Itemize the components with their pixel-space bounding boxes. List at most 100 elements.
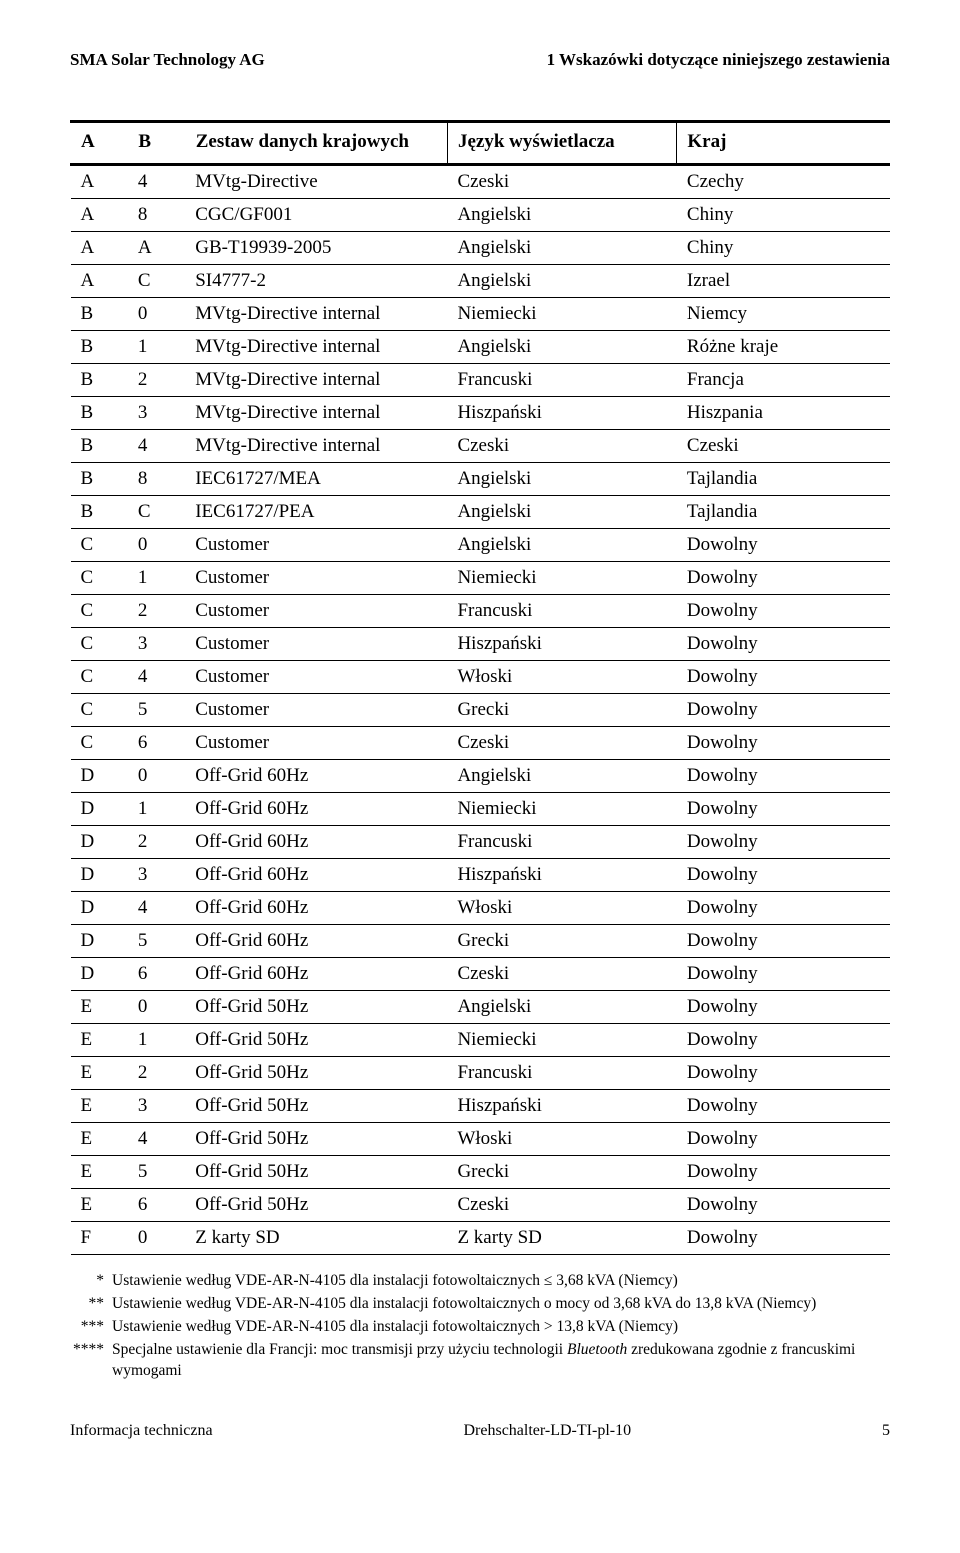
table-cell: Customer [185,727,447,760]
table-cell: Francuski [447,595,676,628]
table-cell: Off-Grid 60Hz [185,760,447,793]
col-a: A [71,122,128,165]
table-cell: Dowolny [677,1024,890,1057]
table-cell: Angielski [447,232,676,265]
table-cell: Hiszpański [447,628,676,661]
table-cell: A [128,232,185,265]
table-cell: Angielski [447,529,676,562]
footer-center: Drehschalter-LD-TI-pl-10 [463,1422,631,1440]
table-cell: Tajlandia [677,496,890,529]
table-cell: Francuski [447,826,676,859]
table-cell: Angielski [447,496,676,529]
table-row: D0Off-Grid 60HzAngielskiDowolny [71,760,891,793]
table-cell: Dowolny [677,595,890,628]
table-cell: 1 [128,1024,185,1057]
table-cell: 0 [128,529,185,562]
table-cell: D [71,793,128,826]
table-cell: Dowolny [677,1090,890,1123]
table-cell: A [71,265,128,298]
table-row: D2Off-Grid 60HzFrancuskiDowolny [71,826,891,859]
table-cell: Niemcy [677,298,890,331]
table-cell: Off-Grid 60Hz [185,793,447,826]
table-cell: Dowolny [677,958,890,991]
table-row: ACSI4777-2AngielskiIzrael [71,265,891,298]
table-cell: Francuski [447,364,676,397]
page-header: SMA Solar Technology AG 1 Wskazówki doty… [70,50,890,70]
footnote: *Ustawienie według VDE-AR-N-4105 dla ins… [70,1271,890,1292]
data-table: A B Zestaw danych krajowych Język wyświe… [70,120,890,1255]
table-cell: 3 [128,628,185,661]
table-row: C4CustomerWłoskiDowolny [71,661,891,694]
table-cell: Dowolny [677,694,890,727]
table-cell: Customer [185,694,447,727]
table-cell: D [71,892,128,925]
table-cell: IEC61727/PEA [185,496,447,529]
table-cell: Dowolny [677,826,890,859]
table-body: A4MVtg-DirectiveCzeskiCzechyA8CGC/GF001A… [71,165,891,1255]
table-cell: B [71,364,128,397]
table-cell: Dowolny [677,1057,890,1090]
table-cell: C [71,562,128,595]
table-row: B3MVtg-Directive internalHiszpańskiHiszp… [71,397,891,430]
table-cell: C [71,661,128,694]
table-cell: Off-Grid 50Hz [185,1024,447,1057]
table-cell: Niemiecki [447,793,676,826]
table-cell: Z karty SD [447,1222,676,1255]
table-cell: A [71,165,128,199]
col-e: Kraj [677,122,890,165]
footer-right: 5 [882,1422,890,1440]
table-row: D5Off-Grid 60HzGreckiDowolny [71,925,891,958]
table-cell: Czeski [447,430,676,463]
table-cell: Czeski [447,958,676,991]
footnote-text: Ustawienie według VDE-AR-N-4105 dla inst… [112,1271,890,1292]
table-row: BCIEC61727/PEAAngielskiTajlandia [71,496,891,529]
table-cell: Customer [185,661,447,694]
table-cell: Czeski [447,165,676,199]
table-cell: E [71,1024,128,1057]
table-cell: Dowolny [677,793,890,826]
table-cell: C [128,265,185,298]
table-row: B0MVtg-Directive internalNiemieckiNiemcy [71,298,891,331]
table-cell: 4 [128,165,185,199]
table-cell: 8 [128,199,185,232]
table-cell: 6 [128,958,185,991]
table-cell: MVtg-Directive internal [185,397,447,430]
table-cell: 3 [128,1090,185,1123]
table-row: B4MVtg-Directive internalCzeskiCzeski [71,430,891,463]
table-cell: 0 [128,298,185,331]
table-cell: Czeski [677,430,890,463]
col-d: Język wyświetlacza [447,122,676,165]
table-cell: MVtg-Directive internal [185,364,447,397]
table-cell: Dowolny [677,1189,890,1222]
table-cell: MVtg-Directive internal [185,298,447,331]
table-cell: IEC61727/MEA [185,463,447,496]
table-cell: MVtg-Directive [185,165,447,199]
table-cell: Francuski [447,1057,676,1090]
table-row: E3Off-Grid 50HzHiszpańskiDowolny [71,1090,891,1123]
table-cell: D [71,925,128,958]
table-row: E1Off-Grid 50HzNiemieckiDowolny [71,1024,891,1057]
table-row: B1MVtg-Directive internalAngielskiRóżne … [71,331,891,364]
table-cell: Customer [185,595,447,628]
footnote: ****Specjalne ustawienie dla Francji: mo… [70,1340,890,1382]
table-row: B8IEC61727/MEAAngielskiTajlandia [71,463,891,496]
table-row: D6Off-Grid 60HzCzeskiDowolny [71,958,891,991]
table-cell: C [128,496,185,529]
table-cell: Off-Grid 60Hz [185,925,447,958]
table-cell: Off-Grid 50Hz [185,1123,447,1156]
table-cell: Dowolny [677,760,890,793]
table-row: A8CGC/GF001AngielskiChiny [71,199,891,232]
table-cell: 2 [128,364,185,397]
table-cell: Angielski [447,331,676,364]
table-cell: A [71,199,128,232]
table-cell: Angielski [447,265,676,298]
table-cell: Off-Grid 60Hz [185,859,447,892]
table-cell: Tajlandia [677,463,890,496]
table-cell: A [71,232,128,265]
table-cell: Grecki [447,1156,676,1189]
table-cell: Niemiecki [447,298,676,331]
table-cell: 2 [128,595,185,628]
table-cell: GB-T19939-2005 [185,232,447,265]
footnote-mark: ** [70,1294,112,1315]
table-cell: 6 [128,1189,185,1222]
